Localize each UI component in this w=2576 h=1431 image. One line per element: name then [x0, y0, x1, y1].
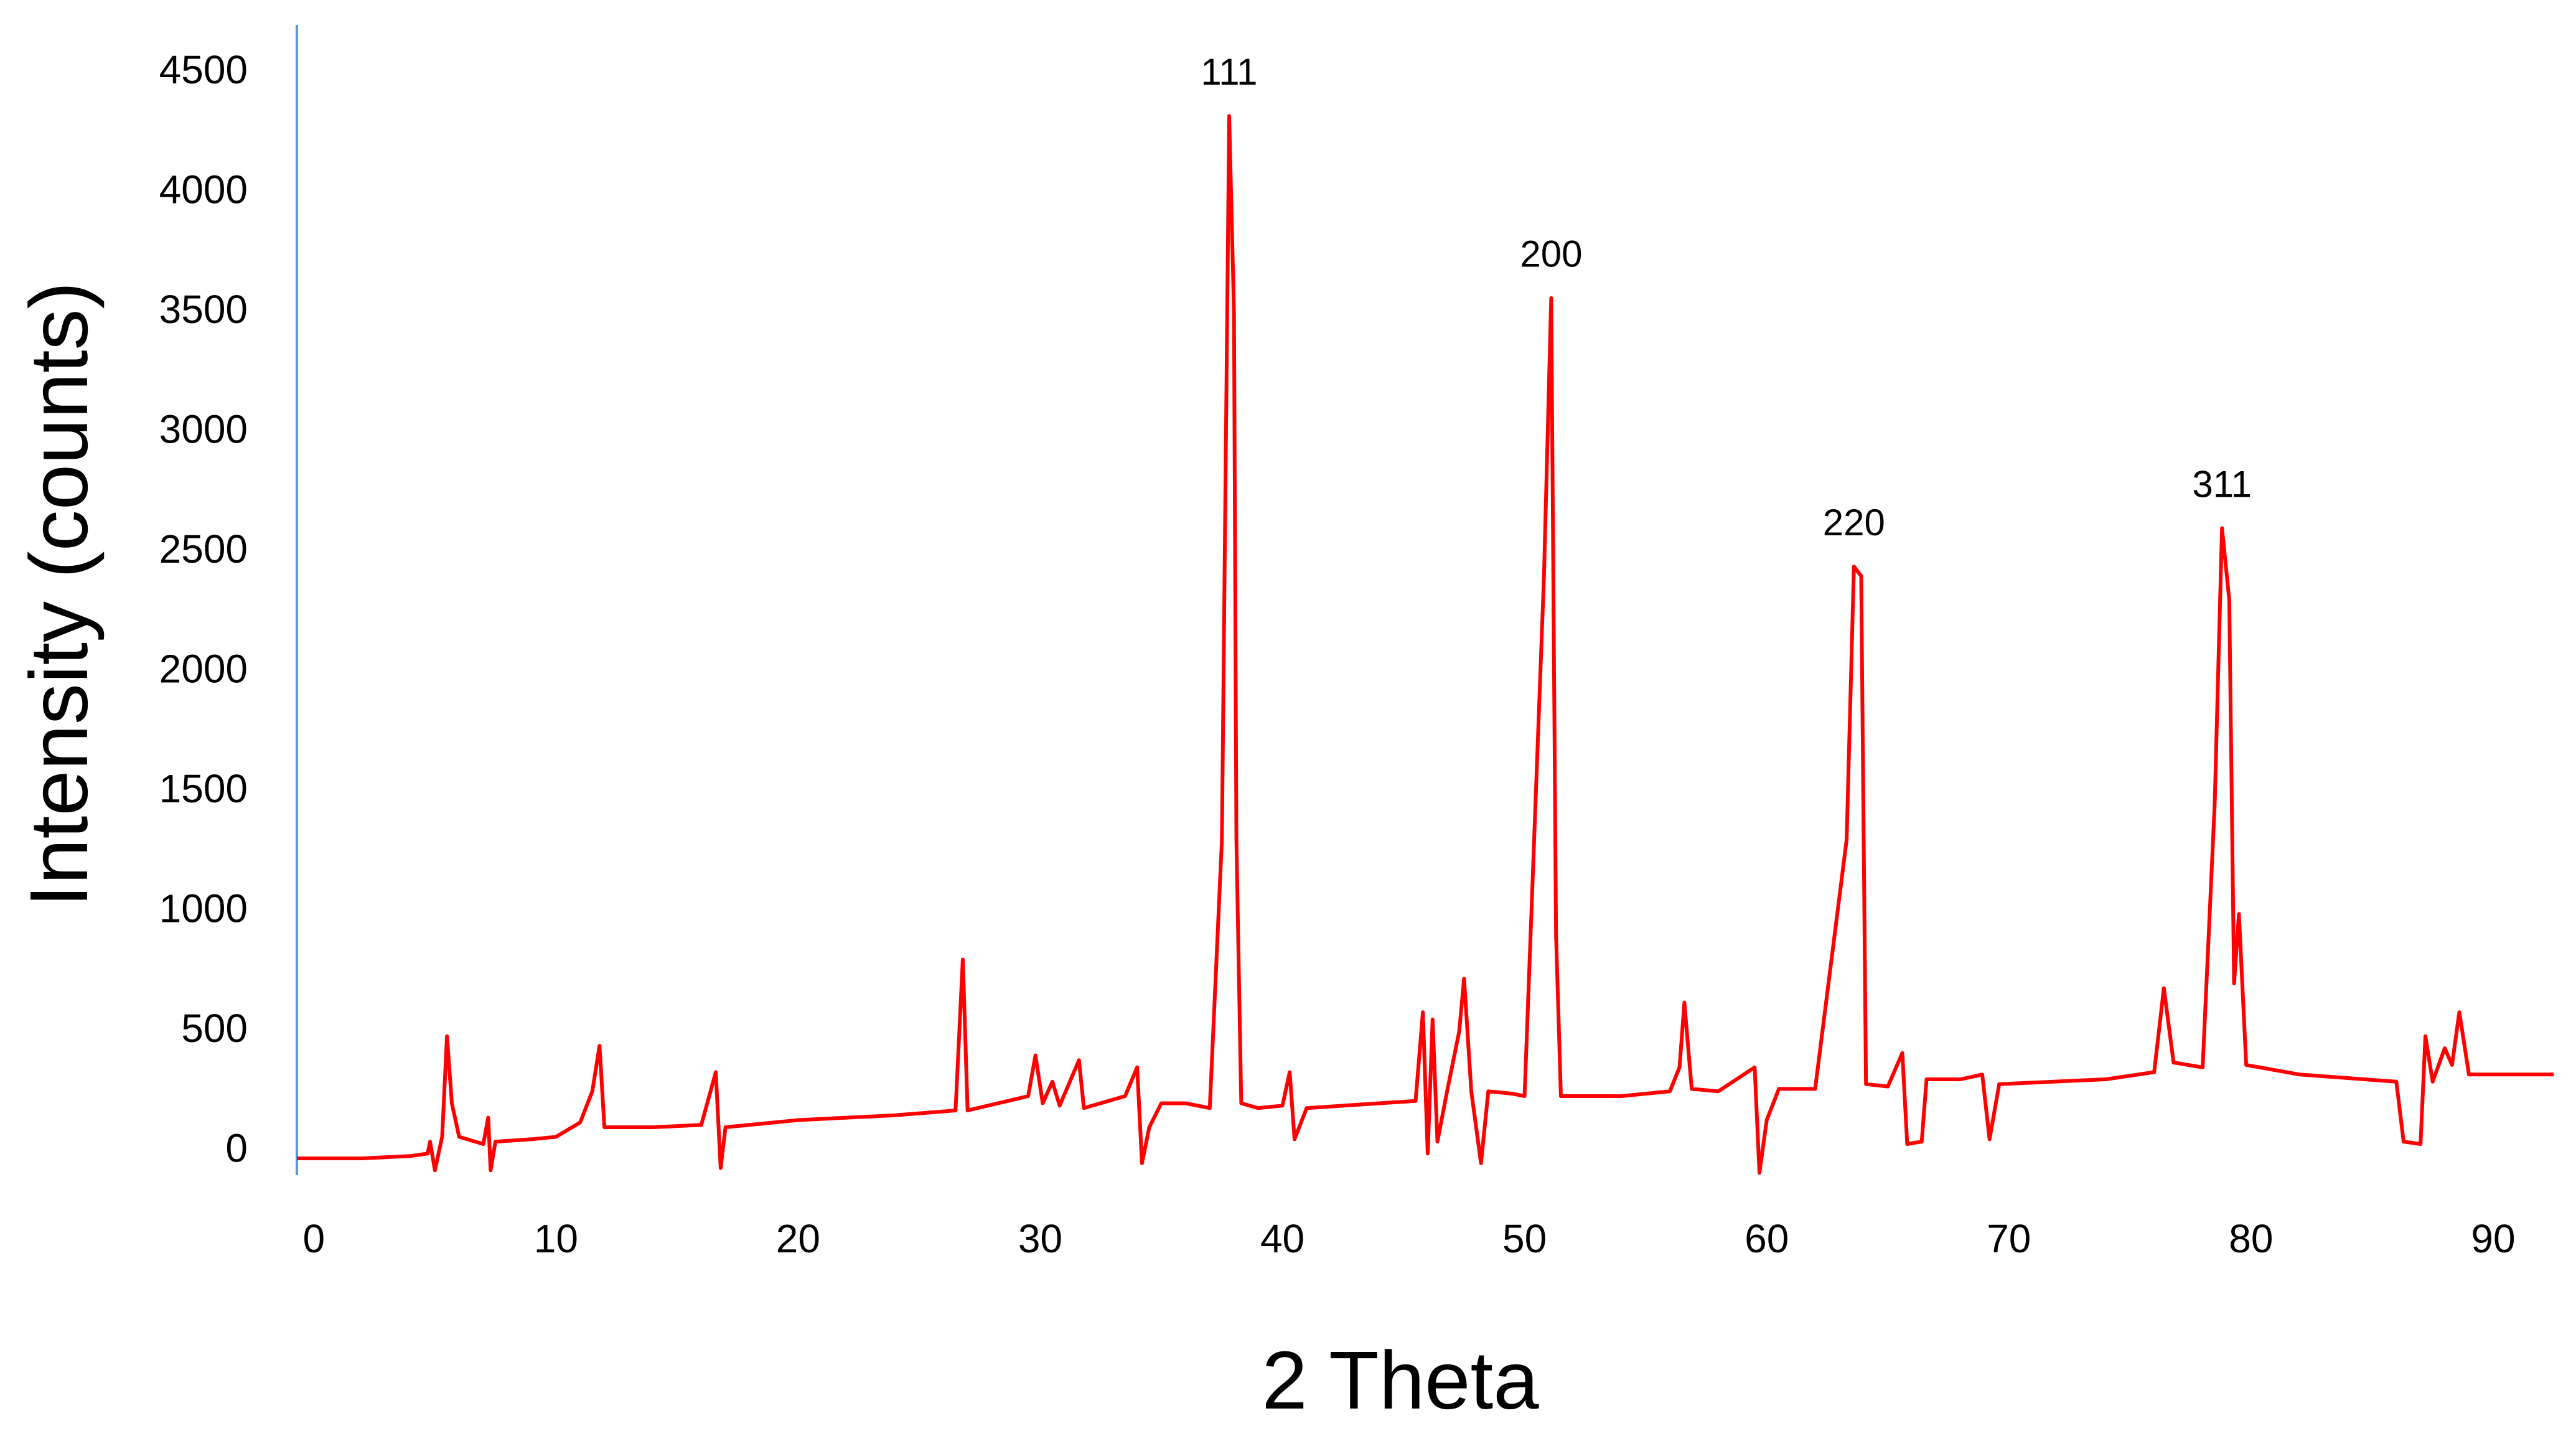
peak-label: 311 — [2192, 463, 2252, 505]
x-tick-label: 40 — [1260, 1216, 1304, 1261]
x-axis-title: 2 Theta — [1262, 1335, 1539, 1426]
y-tick-label: 1000 — [159, 886, 248, 931]
x-tick-label: 50 — [1502, 1216, 1547, 1261]
y-tick-label: 3500 — [159, 287, 248, 332]
y-axis-title: Intensity (counts) — [13, 281, 105, 907]
x-tick-label: 80 — [2229, 1216, 2273, 1261]
x-tick-label: 20 — [776, 1216, 820, 1261]
y-tick-label: 1500 — [159, 766, 248, 811]
peak-label: 200 — [1520, 233, 1582, 275]
x-tick-label: 10 — [534, 1216, 578, 1261]
y-tick-label: 500 — [181, 1006, 248, 1051]
y-tick-label: 2500 — [159, 527, 248, 571]
x-tick-label: 30 — [1018, 1216, 1062, 1261]
peak-label: 220 — [1823, 502, 1885, 543]
x-tick-label: 60 — [1745, 1216, 1789, 1261]
y-tick-label: 3000 — [159, 406, 248, 451]
peak-label: 111 — [1201, 51, 1257, 93]
y-tick-label: 0 — [225, 1125, 248, 1170]
x-tick-label: 70 — [1987, 1216, 2031, 1261]
y-tick-label: 2000 — [159, 646, 248, 691]
y-tick-label: 4500 — [159, 47, 248, 92]
data-line — [297, 114, 2554, 1175]
x-tick-label: 90 — [2471, 1216, 2515, 1261]
x-tick-label: 0 — [302, 1216, 325, 1261]
y-tick-label: 4000 — [159, 167, 248, 212]
